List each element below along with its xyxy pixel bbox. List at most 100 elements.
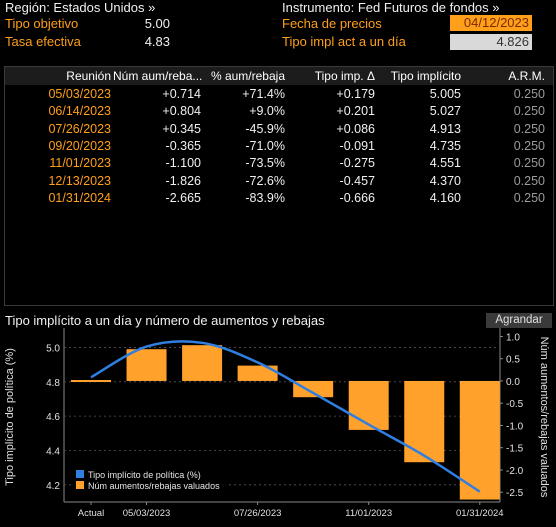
- meeting-date: 07/26/2023: [48, 121, 111, 136]
- x-tick-label: Actual: [78, 508, 104, 519]
- chart-title: Tipo implícito a un día y número de aume…: [5, 313, 325, 328]
- left-tick-label: 4.8: [46, 378, 60, 389]
- x-tick-label: 11/01/2023: [345, 508, 392, 519]
- header-panel: Región: Estados Unidos » Instrumento: Fe…: [0, 0, 556, 60]
- implied-rate: 4.370: [429, 173, 461, 188]
- pct-hike-cut: +9.0%: [249, 104, 285, 119]
- price-date-label: Fecha de precios: [282, 16, 382, 31]
- effective-rate-value: 4.83: [144, 34, 170, 49]
- pct-hike-cut: -45.9%: [245, 121, 285, 136]
- target-rate-label: Tipo objetivo: [5, 16, 79, 31]
- col-header-meeting[interactable]: Reunión: [66, 69, 111, 83]
- implied-rate: 4.160: [429, 190, 461, 205]
- implied-rate: 4.551: [429, 156, 461, 171]
- num-hikes-cuts: +0.345: [162, 121, 201, 136]
- num-hikes-cuts: +0.714: [162, 87, 201, 101]
- left-axis-title: Tipo implícito de política (%): [4, 348, 16, 486]
- instrument-selector[interactable]: Instrumento: Fed Futuros de fondos »: [282, 0, 500, 15]
- meeting-date: 09/20/2023: [48, 138, 111, 153]
- table-row[interactable]: 06/14/2023 +0.804 +9.0% +0.201 5.027 0.250: [5, 103, 553, 120]
- meetings-table: Reunión Núm aum/reba... % aum/rebaja Tip…: [4, 66, 554, 306]
- target-rate-value: 5.00: [144, 16, 170, 31]
- price-date-input[interactable]: 04/12/2023: [450, 15, 532, 31]
- bar: [182, 345, 223, 381]
- num-hikes-cuts: -0.365: [165, 138, 201, 153]
- table-row[interactable]: 12/13/2023 -1.826 -72.6% -0.457 4.370 0.250: [5, 173, 553, 190]
- bar: [237, 365, 278, 381]
- chart-panel: Tipo implícito a un día y número de aume…: [0, 310, 556, 527]
- implied-rate-label: Tipo impl act a un día: [282, 34, 406, 49]
- x-tick-label: 01/31/2024: [456, 508, 504, 519]
- implied-rate-delta: +0.086: [336, 121, 375, 136]
- arm-value: 0.250: [513, 156, 545, 171]
- implied-rate: 4.913: [429, 121, 461, 136]
- pct-hike-cut: +71.4%: [242, 87, 285, 101]
- implied-rate: 5.027: [429, 104, 461, 119]
- table-row[interactable]: 11/01/2023 -1.100 -73.5% -0.275 4.551 0.250: [5, 155, 553, 172]
- col-header-arm[interactable]: A.R.M.: [508, 69, 545, 83]
- meeting-date: 05/03/2023: [48, 87, 111, 101]
- effective-rate-label: Tasa efectiva: [5, 34, 81, 49]
- meeting-date: 06/14/2023: [48, 104, 111, 119]
- table-row[interactable]: 05/03/2023 +0.714 +71.4% +0.179 5.005 0.250: [5, 86, 553, 103]
- left-tick-label: 4.2: [46, 481, 60, 492]
- left-tick-label: 4.4: [46, 446, 60, 457]
- implied-rate: 5.005: [429, 87, 461, 101]
- implied-rate-delta: -0.275: [339, 156, 375, 171]
- implied-rate: 4.735: [429, 138, 461, 153]
- table-header: Reunión Núm aum/reba... % aum/rebaja Tip…: [5, 67, 553, 85]
- arm-value: 0.250: [513, 104, 545, 119]
- right-tick-label: -0.5: [506, 399, 524, 410]
- left-tick-label: 4.6: [46, 412, 60, 423]
- col-header-num[interactable]: Núm aum/reba...: [113, 69, 203, 83]
- table-row[interactable]: 09/20/2023 -0.365 -71.0% -0.091 4.735 0.250: [5, 138, 553, 155]
- meeting-date: 11/01/2023: [49, 156, 111, 171]
- col-header-pct[interactable]: % aum/rebaja: [210, 69, 285, 83]
- num-hikes-cuts: +0.804: [162, 104, 201, 119]
- right-tick-label: -1.5: [506, 444, 524, 455]
- left-tick-label: 5.0: [46, 343, 60, 354]
- right-tick-label: 1.0: [506, 332, 520, 343]
- arm-value: 0.250: [513, 173, 545, 188]
- meeting-date: 01/31/2024: [48, 190, 111, 205]
- num-hikes-cuts: -1.826: [165, 173, 201, 188]
- bar: [404, 380, 445, 463]
- right-tick-label: 0.0: [506, 377, 520, 388]
- implied-rate-delta: -0.666: [339, 190, 375, 205]
- legend-box: [72, 466, 228, 492]
- bar: [126, 349, 167, 381]
- implied-rate-delta: -0.457: [339, 173, 375, 188]
- x-tick-label: 07/26/2023: [234, 508, 282, 519]
- pct-hike-cut: -71.0%: [245, 138, 285, 153]
- right-tick-label: -1.0: [506, 421, 524, 432]
- pct-hike-cut: -73.5%: [245, 156, 285, 171]
- bar: [293, 380, 334, 398]
- legend-swatch-line: [76, 470, 84, 478]
- region-selector[interactable]: Región: Estados Unidos »: [5, 0, 156, 15]
- arm-value: 0.250: [513, 121, 545, 136]
- right-tick-label: 0.5: [506, 355, 520, 366]
- combo-chart: 4.2 4.4 4.6 4.8 5.0 1.0 0.5 0.0 -0.5 -1.0 -1.5 -2.0…: [4, 328, 550, 519]
- x-tick-label: 05/03/2023: [123, 508, 171, 519]
- implied-rate-delta: +0.201: [336, 104, 375, 119]
- expand-button[interactable]: Agrandar: [486, 313, 552, 328]
- legend-label-bars: Núm aumentos/rebajas valuados: [88, 481, 220, 491]
- table-row[interactable]: 01/31/2024 -2.665 -83.9% -0.666 4.160 0.250: [5, 190, 553, 207]
- num-hikes-cuts: -2.665: [165, 190, 201, 205]
- col-header-implied[interactable]: Tipo implícito: [390, 69, 461, 83]
- col-header-delta[interactable]: Tipo imp. Δ: [314, 69, 375, 83]
- implied-rate-delta: -0.091: [339, 138, 375, 153]
- num-hikes-cuts: -1.100: [165, 156, 201, 171]
- implied-rate-field[interactable]: 4.826: [450, 34, 532, 50]
- legend-swatch-bars: [76, 481, 84, 489]
- right-axis-title: Núm aumentos/rebajas valuados: [538, 337, 550, 498]
- legend-label-line: Tipo implícito de política (%): [88, 470, 201, 480]
- right-tick-label: -2.0: [506, 466, 524, 477]
- pct-hike-cut: -83.9%: [245, 190, 285, 205]
- table-row[interactable]: 07/26/2023 +0.345 -45.9% +0.086 4.913 0.250: [5, 121, 553, 138]
- bar: [348, 380, 389, 430]
- arm-value: 0.250: [513, 138, 545, 153]
- right-tick-label: -2.5: [506, 488, 524, 499]
- implied-rate-delta: +0.179: [336, 87, 375, 101]
- pct-hike-cut: -72.6%: [245, 173, 285, 188]
